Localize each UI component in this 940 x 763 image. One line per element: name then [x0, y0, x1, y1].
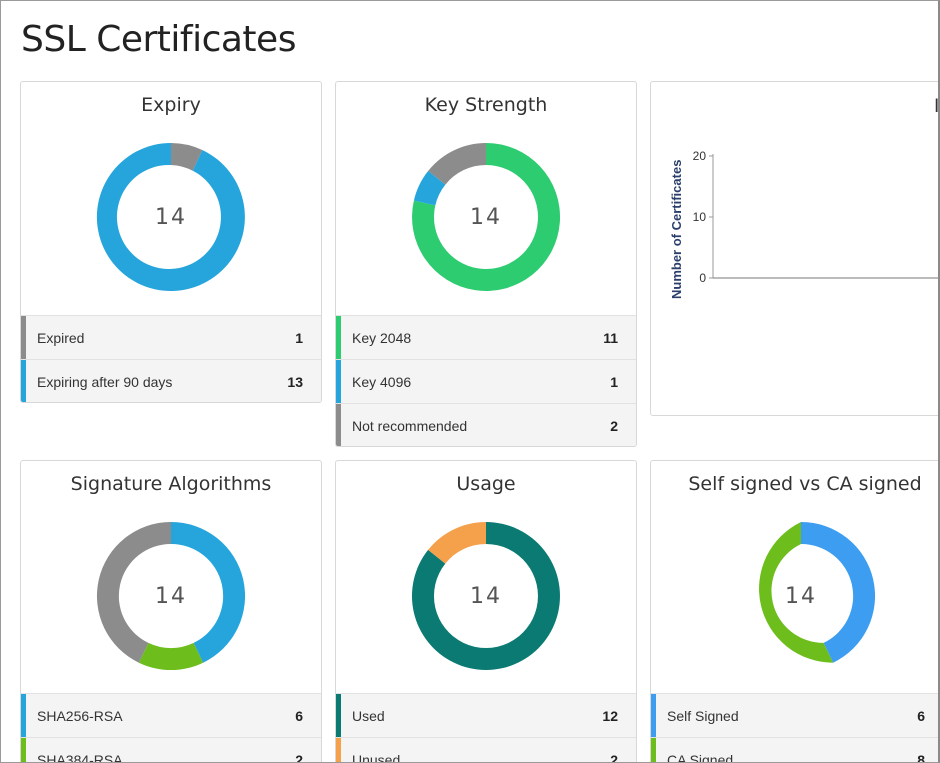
key-strength-card[interactable]: Key Strength 14 Key 2048 11 Key 4096 1 N… — [335, 81, 637, 447]
legend-item-key-4096[interactable]: Key 4096 1 — [336, 359, 636, 403]
legend-swatch-sha384 — [21, 738, 26, 762]
expiry-donut-total: 14 — [155, 205, 187, 230]
signature-donut-segment-other[interactable] — [96, 522, 171, 663]
legend-item-ca-signed[interactable]: CA Signed 8 — [651, 737, 938, 763]
legend-swatch-unused — [336, 738, 341, 762]
y-tick-label-10: 10 — [693, 210, 707, 224]
key-strength-donut-segment-not-recommended[interactable] — [428, 143, 486, 185]
legend-item-sha256[interactable]: SHA256-RSA 6 — [21, 693, 321, 737]
legend-value: 2 — [295, 752, 303, 763]
usage-donut-segment-used[interactable] — [411, 522, 560, 670]
expiry-donut[interactable]: 14 — [96, 142, 246, 292]
usage-card-title: Usage — [456, 473, 516, 495]
legend-value: 2 — [610, 418, 618, 434]
expiry-donut-segment-expired[interactable] — [171, 143, 203, 171]
expiry-card[interactable]: Expiry 14 Expired 1 Expiring after 90 da… — [20, 81, 322, 403]
expiry-donut-segment-expiring[interactable] — [96, 142, 245, 291]
legend-label: Expired — [37, 330, 85, 346]
self-vs-ca-donut-total: 14 — [785, 584, 817, 609]
key-strength-donut-total: 14 — [470, 205, 502, 230]
legend-swatch-sha256 — [21, 694, 26, 737]
legend-item-unused[interactable]: Unused 2 — [336, 737, 636, 763]
legend-swatch-self-signed — [651, 694, 656, 737]
legend-swatch-expired — [21, 316, 26, 359]
self-vs-ca-donut-segment-self[interactable] — [801, 522, 876, 663]
expiry-card-title: Expiry — [141, 94, 201, 116]
y-tick-label-20: 20 — [693, 149, 707, 163]
partial-chart-title: I — [934, 96, 940, 117]
legend-item-self-signed[interactable]: Self Signed 6 — [651, 693, 938, 737]
expiry-legend: Expired 1 Expiring after 90 days 13 — [21, 315, 321, 402]
legend-swatch-not-recommended — [336, 404, 341, 446]
legend-label: SHA256-RSA — [37, 708, 123, 724]
legend-value: 1 — [295, 330, 303, 346]
self-vs-ca-card[interactable]: Self signed vs CA signed 14 Self Signed … — [650, 460, 938, 763]
legend-value: 12 — [602, 708, 618, 724]
usage-card[interactable]: Usage 14 Used 12 Unused 2 — [335, 460, 637, 763]
legend-swatch-key-2048 — [336, 316, 341, 359]
signature-donut[interactable]: 14 — [96, 521, 246, 671]
legend-label: SHA384-RSA — [37, 752, 123, 763]
legend-label: Key 2048 — [352, 330, 412, 346]
legend-value: 2 — [610, 752, 618, 763]
self-vs-ca-legend: Self Signed 6 CA Signed 8 — [651, 693, 938, 763]
self-vs-ca-donut-segment-ca[interactable] — [759, 522, 834, 663]
legend-label: CA Signed — [667, 752, 734, 763]
signature-donut-total: 14 — [155, 584, 187, 609]
usage-legend: Used 12 Unused 2 — [336, 693, 636, 763]
legend-label: Key 4096 — [352, 374, 412, 390]
self-vs-ca-card-title: Self signed vs CA signed — [688, 473, 922, 495]
key-strength-donut-segment-4096[interactable] — [413, 170, 446, 206]
key-strength-card-title: Key Strength — [424, 94, 548, 116]
legend-item-expiring[interactable]: Expiring after 90 days 13 — [21, 359, 321, 402]
legend-item-not-recommended[interactable]: Not recommended 2 — [336, 403, 636, 446]
legend-value: 6 — [917, 708, 925, 724]
y-tick-label-0: 0 — [699, 271, 706, 285]
partial-chart-axes: 20 10 0 — [693, 149, 938, 285]
legend-value: 1 — [610, 374, 618, 390]
key-strength-legend: Key 2048 11 Key 4096 1 Not recommended 2 — [336, 315, 636, 446]
signature-donut-segment-sha384[interactable] — [138, 642, 204, 671]
signature-legend: SHA256-RSA 6 SHA384-RSA 2 — [21, 693, 321, 763]
legend-label: Not recommended — [352, 418, 468, 434]
legend-label: Unused — [352, 752, 401, 763]
legend-item-expired[interactable]: Expired 1 — [21, 315, 321, 359]
signature-card[interactable]: Signature Algorithms 14 SHA256-RSA 6 SHA… — [20, 460, 322, 763]
legend-swatch-key-4096 — [336, 360, 341, 403]
legend-value: 13 — [287, 374, 303, 390]
legend-value: 11 — [603, 330, 618, 346]
usage-donut-segment-unused[interactable] — [428, 522, 486, 564]
partial-chart-card[interactable]: I 20 10 0 — [650, 81, 940, 416]
legend-value: 8 — [917, 752, 925, 763]
signature-card-title: Signature Algorithms — [70, 473, 272, 495]
legend-label: Expiring after 90 days — [37, 374, 173, 390]
key-strength-donut[interactable]: 14 — [411, 142, 561, 292]
legend-item-used[interactable]: Used 12 — [336, 693, 636, 737]
legend-value: 6 — [295, 708, 303, 724]
legend-swatch-expiring — [21, 360, 26, 402]
self-vs-ca-donut[interactable]: 14 — [726, 521, 876, 671]
usage-donut-total: 14 — [470, 584, 502, 609]
key-strength-donut-segment-2048[interactable] — [412, 142, 561, 291]
legend-label: Used — [352, 708, 385, 724]
legend-swatch-used — [336, 694, 341, 737]
legend-label: Self Signed — [667, 708, 739, 724]
partial-chart-ylabel: Number of Certificates — [669, 159, 684, 299]
legend-item-key-2048[interactable]: Key 2048 11 — [336, 315, 636, 359]
signature-donut-segment-sha256[interactable] — [171, 522, 246, 663]
page-title: SSL Certificates — [21, 19, 296, 60]
legend-swatch-ca-signed — [651, 738, 656, 762]
usage-donut[interactable]: 14 — [411, 521, 561, 671]
legend-item-sha384[interactable]: SHA384-RSA 2 — [21, 737, 321, 763]
